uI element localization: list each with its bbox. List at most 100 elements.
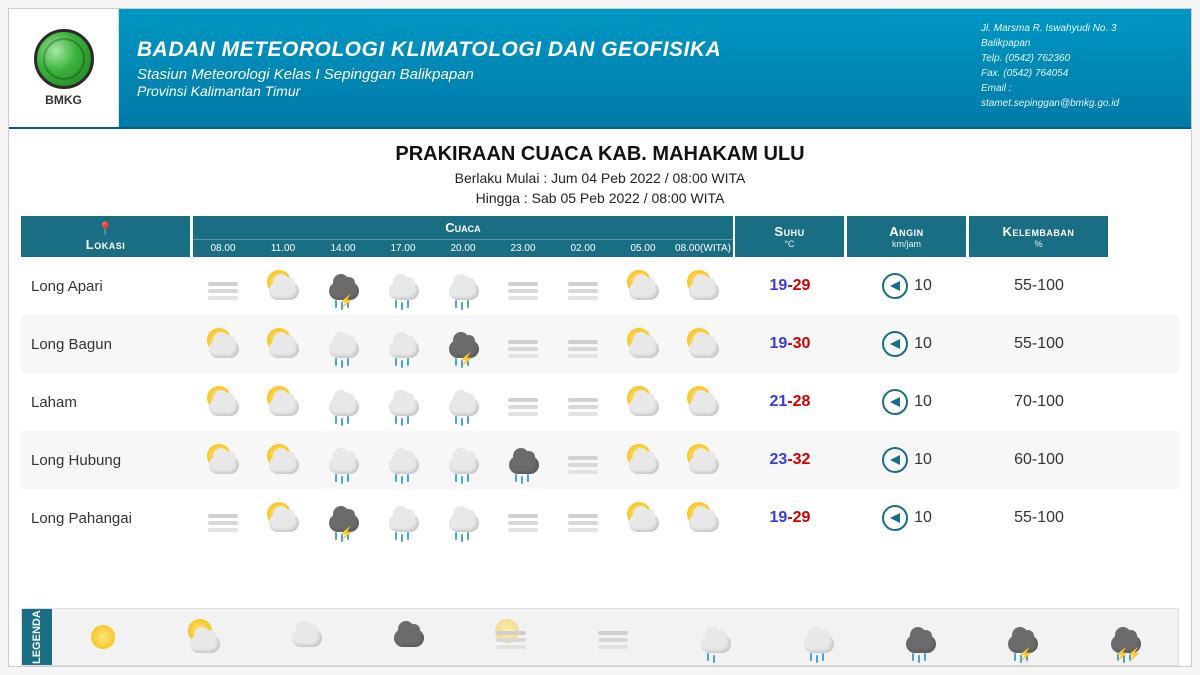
temp-range: 19-30 bbox=[735, 335, 845, 353]
weather-icons-row: ⚡ bbox=[193, 268, 733, 304]
weather-fog-icon bbox=[205, 500, 241, 536]
valid-to: Sab 05 Peb 2022 / 08:00 WITA bbox=[532, 190, 725, 206]
weather-fog-icon bbox=[505, 326, 541, 362]
forecast-title-block: PRAKIRAAN CUACA KAB. MAHAKAM ULU Berlaku… bbox=[9, 129, 1191, 216]
weather-fog-icon bbox=[205, 268, 241, 304]
wind-value: 10 bbox=[847, 331, 967, 357]
valid-from: Jum 04 Peb 2022 / 08:00 WITA bbox=[551, 170, 745, 186]
weather-haze-icon bbox=[493, 617, 533, 657]
weather-partly-icon bbox=[205, 442, 241, 478]
compass-icon bbox=[882, 273, 908, 299]
weather-rain-icon bbox=[325, 384, 361, 420]
wind-value: 10 bbox=[847, 389, 967, 415]
weather-rain-icon bbox=[445, 442, 481, 478]
weather-icons-row bbox=[193, 442, 733, 478]
contact-city: Balikpapan bbox=[981, 36, 1181, 51]
col-location: 📍Lokasi bbox=[21, 216, 191, 257]
temp-range: 21-28 bbox=[735, 393, 845, 411]
weather-fog-icon bbox=[505, 500, 541, 536]
weather-rain-icon bbox=[325, 442, 361, 478]
forecast-title: PRAKIRAAN CUACA KAB. MAHAKAM ULU bbox=[9, 143, 1191, 166]
weather-rain-icon bbox=[385, 384, 421, 420]
weather-rain-icon bbox=[385, 442, 421, 478]
time-headers: 08.00 11.00 14.00 17.00 20.00 23.00 02.0… bbox=[193, 239, 733, 257]
wind-value: 10 bbox=[847, 273, 967, 299]
contact-phone: (0542) 762360 bbox=[1005, 53, 1070, 64]
weather-partly-icon bbox=[265, 384, 301, 420]
weather-partly-icon bbox=[625, 384, 661, 420]
province-name: Provinsi Kalimantan Timur bbox=[137, 83, 953, 99]
weather-partly-icon bbox=[625, 442, 661, 478]
weather-partly-icon bbox=[265, 442, 301, 478]
weather-storm-icon: ⚡ bbox=[325, 268, 361, 304]
humidity-value: 60-100 bbox=[969, 451, 1109, 469]
weather-overcast-icon bbox=[390, 617, 430, 657]
temp-range: 23-32 bbox=[735, 451, 845, 469]
weather-sunny-icon bbox=[83, 617, 123, 657]
location-name: Long Apari bbox=[21, 278, 191, 295]
weather-partly-icon bbox=[625, 326, 661, 362]
weather-storm-icon: ⚡ bbox=[325, 500, 361, 536]
legend-icons: ⚡⚡⚡ bbox=[52, 617, 1178, 657]
weather-darkrain-icon bbox=[505, 442, 541, 478]
weather-partly-icon bbox=[685, 326, 721, 362]
weather-rain-icon bbox=[445, 384, 481, 420]
legend-label: LEGENDA bbox=[22, 609, 52, 665]
weather-fog-icon bbox=[565, 500, 601, 536]
org-title-block: BADAN METEOROLOGI KLIMATOLOGI DAN GEOFIS… bbox=[119, 9, 971, 127]
contact-fax: (0542) 764054 bbox=[1003, 68, 1068, 79]
location-name: Long Bagun bbox=[21, 336, 191, 353]
weather-rain-icon bbox=[385, 326, 421, 362]
weather-fog-icon bbox=[505, 268, 541, 304]
weather-partly-icon bbox=[265, 326, 301, 362]
weather-severestorm-icon: ⚡⚡ bbox=[1107, 617, 1147, 657]
compass-icon bbox=[882, 505, 908, 531]
col-weather: Cuaca 08.00 11.00 14.00 17.00 20.00 23.0… bbox=[193, 216, 733, 257]
weather-storm-icon: ⚡ bbox=[445, 326, 481, 362]
table-row: Long Hubung23-321060-100 bbox=[21, 431, 1179, 489]
weather-fog-icon bbox=[565, 442, 601, 478]
weather-cloudy-icon bbox=[288, 617, 328, 657]
bmkg-logo-icon bbox=[34, 29, 94, 89]
org-name: BADAN METEOROLOGI KLIMATOLOGI DAN GEOFIS… bbox=[137, 38, 953, 62]
weather-partly-icon bbox=[625, 268, 661, 304]
org-acronym: BMKG bbox=[45, 93, 82, 107]
weather-partly-icon bbox=[685, 384, 721, 420]
compass-icon bbox=[882, 447, 908, 473]
weather-rain-icon bbox=[385, 500, 421, 536]
wind-value: 10 bbox=[847, 505, 967, 531]
contact-block: Jl. Marsma R. Iswahyudi No. 3 Balikpapan… bbox=[971, 9, 1191, 127]
contact-email: stamet.sepinggan@bmkg.go.id bbox=[981, 96, 1181, 111]
weather-partly-icon bbox=[265, 268, 301, 304]
humidity-value: 55-100 bbox=[969, 509, 1109, 527]
weather-fog-icon bbox=[565, 326, 601, 362]
station-name: Stasiun Meteorologi Kelas I Sepinggan Ba… bbox=[137, 66, 953, 83]
table-row: Laham21-281070-100 bbox=[21, 373, 1179, 431]
weather-fog-icon bbox=[505, 384, 541, 420]
weather-rain-icon bbox=[445, 500, 481, 536]
table-row: Long Apari ⚡ 19-291055-100 bbox=[21, 257, 1179, 315]
org-banner: BMKG BADAN METEOROLOGI KLIMATOLOGI DAN G… bbox=[9, 9, 1191, 129]
weather-rain-icon bbox=[445, 268, 481, 304]
weather-partly-icon bbox=[205, 326, 241, 362]
table-row: Long Pahangai⚡19-291055-100 bbox=[21, 489, 1179, 547]
weather-heavyrain-icon bbox=[902, 617, 942, 657]
weather-fog-icon bbox=[565, 384, 601, 420]
weather-fog-icon bbox=[595, 617, 635, 657]
weather-icons-row bbox=[193, 384, 733, 420]
weather-icons-row: ⚡ bbox=[193, 326, 733, 362]
col-temp: Suhu °C bbox=[735, 216, 845, 257]
temp-range: 19-29 bbox=[735, 509, 845, 527]
temp-range: 19-29 bbox=[735, 277, 845, 295]
weather-lightrain-icon bbox=[697, 617, 737, 657]
weather-partly-icon bbox=[685, 500, 721, 536]
table-row: Long Bagun⚡19-301055-100 bbox=[21, 315, 1179, 373]
col-humidity: Kelembaban % bbox=[969, 216, 1109, 257]
humidity-value: 55-100 bbox=[969, 277, 1109, 295]
col-wind: Angin km/jam bbox=[847, 216, 967, 257]
weather-fog-icon bbox=[565, 268, 601, 304]
location-name: Long Hubung bbox=[21, 452, 191, 469]
weather-rain-icon bbox=[325, 326, 361, 362]
org-logo-block: BMKG bbox=[9, 9, 119, 127]
table-body: Long Apari⚡19-291055-100Long Bagun⚡19-30… bbox=[21, 257, 1179, 547]
